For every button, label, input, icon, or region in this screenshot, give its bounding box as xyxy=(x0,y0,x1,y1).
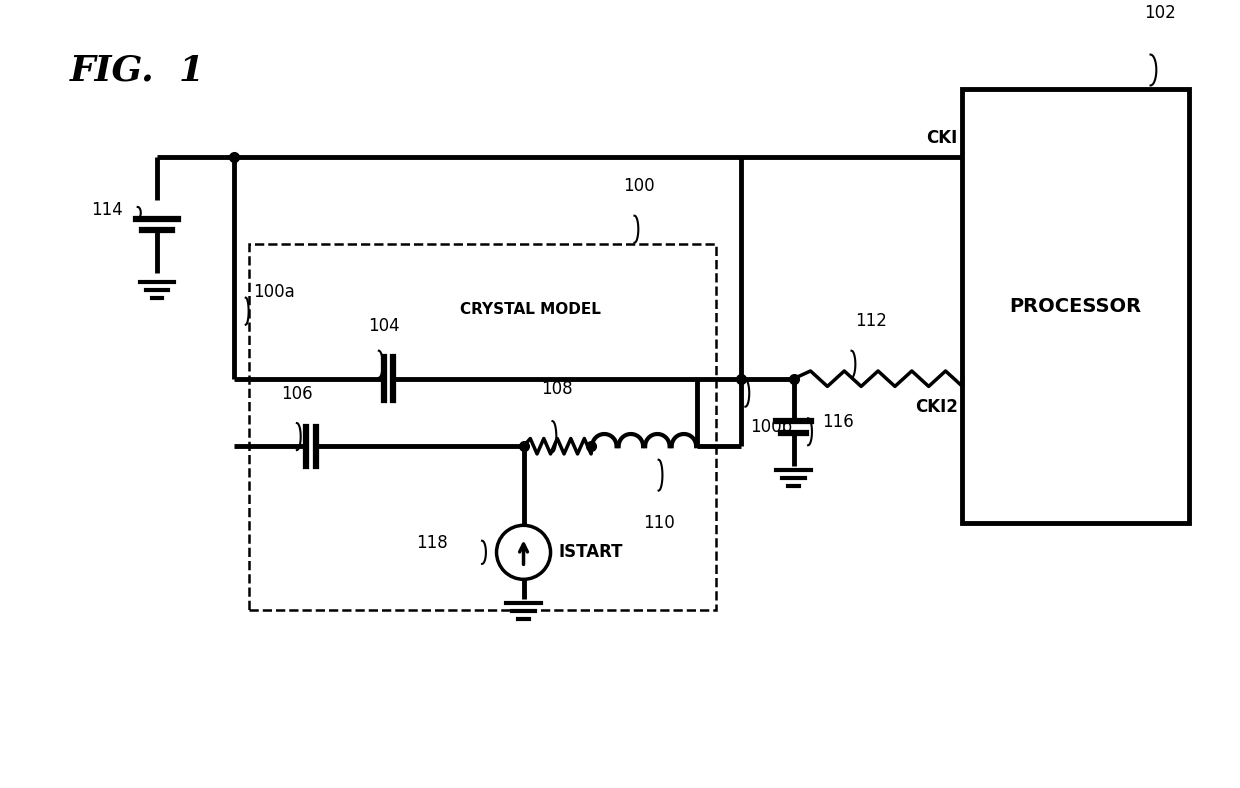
Text: 108: 108 xyxy=(542,380,573,398)
Text: CRYSTAL MODEL: CRYSTAL MODEL xyxy=(460,302,601,317)
Text: PROCESSOR: PROCESSOR xyxy=(1009,297,1142,316)
Text: CKI2: CKI2 xyxy=(915,398,957,416)
Text: CKI: CKI xyxy=(926,129,957,147)
Text: 112: 112 xyxy=(854,313,887,330)
Text: 114: 114 xyxy=(92,201,123,219)
Text: ISTART: ISTART xyxy=(558,543,622,561)
Text: 102: 102 xyxy=(1145,4,1176,22)
Text: 118: 118 xyxy=(417,533,449,552)
Text: 110: 110 xyxy=(642,514,675,532)
Text: 104: 104 xyxy=(368,318,399,335)
Bar xyxy=(248,243,717,610)
Text: 106: 106 xyxy=(281,385,312,403)
Text: 116: 116 xyxy=(822,413,854,431)
Text: FIG.  1: FIG. 1 xyxy=(71,53,206,87)
Text: 100: 100 xyxy=(624,177,655,195)
Bar xyxy=(962,89,1189,523)
Text: 100a: 100a xyxy=(253,283,295,301)
Text: 100b: 100b xyxy=(750,418,792,436)
